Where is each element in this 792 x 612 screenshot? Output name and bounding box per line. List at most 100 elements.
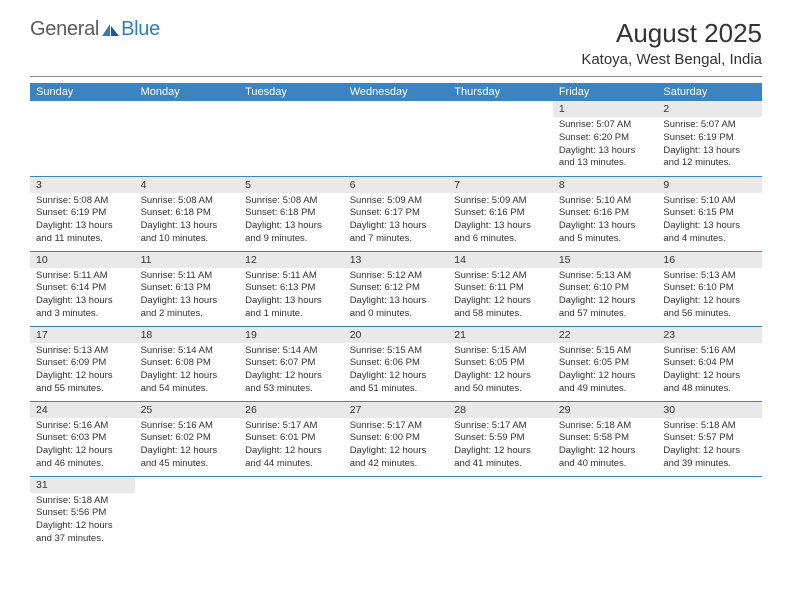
day-number: 21 — [448, 327, 553, 343]
day-number: 17 — [30, 327, 135, 343]
calendar-day-cell: 4 Sunrise: 5:08 AMSunset: 6:18 PMDaylight… — [135, 176, 240, 251]
day-details: Sunrise: 5:08 AMSunset: 6:18 PMDaylight:… — [141, 195, 234, 246]
calendar-day-cell: 6 Sunrise: 5:09 AMSunset: 6:17 PMDaylight… — [344, 176, 449, 251]
calendar-day-cell — [30, 101, 135, 176]
day-details: Sunrise: 5:12 AMSunset: 6:12 PMDaylight:… — [350, 270, 443, 321]
day-number: 7 — [448, 177, 553, 193]
location: Katoya, West Bengal, India — [581, 51, 762, 68]
calendar-week-row: 24Sunrise: 5:16 AMSunset: 6:03 PMDayligh… — [30, 401, 762, 476]
calendar-day-cell: 5 Sunrise: 5:08 AMSunset: 6:18 PMDaylight… — [239, 176, 344, 251]
calendar-day-cell: 27 Sunrise: 5:17 AMSunset: 6:00 PMDayligh… — [344, 401, 449, 476]
day-number: 9 — [657, 177, 762, 193]
calendar-day-cell: 29 Sunrise: 5:18 AMSunset: 5:58 PMDayligh… — [553, 401, 658, 476]
header-divider — [30, 76, 762, 77]
calendar-day-cell: 25Sunrise: 5:16 AMSunset: 6:02 PMDayligh… — [135, 401, 240, 476]
day-details: Sunrise: 5:15 AMSunset: 6:06 PMDaylight:… — [350, 345, 443, 396]
calendar-table: Sunday Monday Tuesday Wednesday Thursday… — [30, 83, 762, 551]
day-details: Sunrise: 5:18 AMSunset: 5:58 PMDaylight:… — [559, 420, 652, 471]
title-block: August 2025 Katoya, West Bengal, India — [581, 18, 762, 68]
day-details: Sunrise: 5:15 AMSunset: 6:05 PMDaylight:… — [559, 345, 652, 396]
calendar-day-cell: 31Sunrise: 5:18 AMSunset: 5:56 PMDayligh… — [30, 476, 135, 551]
calendar-day-cell: 21 Sunrise: 5:15 AMSunset: 6:05 PMDayligh… — [448, 326, 553, 401]
day-number: 4 — [135, 177, 240, 193]
calendar-day-cell: 24Sunrise: 5:16 AMSunset: 6:03 PMDayligh… — [30, 401, 135, 476]
header: General Blue August 2025 Katoya, West Be… — [0, 0, 792, 76]
day-number: 14 — [448, 252, 553, 268]
logo: General Blue — [30, 18, 160, 41]
day-details: Sunrise: 5:18 AMSunset: 5:56 PMDaylight:… — [36, 495, 129, 546]
weekday-header: Sunday — [30, 83, 135, 101]
day-details: Sunrise: 5:14 AMSunset: 6:08 PMDaylight:… — [141, 345, 234, 396]
calendar-day-cell: 11 Sunrise: 5:11 AMSunset: 6:13 PMDayligh… — [135, 251, 240, 326]
day-number: 29 — [553, 402, 658, 418]
day-details: Sunrise: 5:15 AMSunset: 6:05 PMDaylight:… — [454, 345, 547, 396]
calendar-day-cell: 19Sunrise: 5:14 AMSunset: 6:07 PMDayligh… — [239, 326, 344, 401]
day-details: Sunrise: 5:16 AMSunset: 6:02 PMDaylight:… — [141, 420, 234, 471]
day-details: Sunrise: 5:08 AMSunset: 6:18 PMDaylight:… — [245, 195, 338, 246]
weekday-header: Thursday — [448, 83, 553, 101]
day-number: 20 — [344, 327, 449, 343]
day-number: 10 — [30, 252, 135, 268]
day-number: 27 — [344, 402, 449, 418]
day-number: 13 — [344, 252, 449, 268]
day-number: 1 — [553, 101, 658, 117]
day-details: Sunrise: 5:11 AMSunset: 6:14 PMDaylight:… — [36, 270, 129, 321]
day-number: 23 — [657, 327, 762, 343]
calendar-day-cell: 22Sunrise: 5:15 AMSunset: 6:05 PMDayligh… — [553, 326, 658, 401]
calendar-day-cell: 7Sunrise: 5:09 AMSunset: 6:16 PMDaylight… — [448, 176, 553, 251]
day-details: Sunrise: 5:16 AMSunset: 6:04 PMDaylight:… — [663, 345, 756, 396]
day-number: 3 — [30, 177, 135, 193]
day-number: 26 — [239, 402, 344, 418]
calendar-day-cell: 3 Sunrise: 5:08 AMSunset: 6:19 PMDaylight… — [30, 176, 135, 251]
calendar-day-cell — [344, 476, 449, 551]
calendar-week-row: 17Sunrise: 5:13 AMSunset: 6:09 PMDayligh… — [30, 326, 762, 401]
day-details: Sunrise: 5:11 AMSunset: 6:13 PMDaylight:… — [141, 270, 234, 321]
day-number: 16 — [657, 252, 762, 268]
day-details: Sunrise: 5:17 AMSunset: 6:01 PMDaylight:… — [245, 420, 338, 471]
day-number: 15 — [553, 252, 658, 268]
day-details: Sunrise: 5:10 AMSunset: 6:15 PMDaylight:… — [663, 195, 756, 246]
calendar-day-cell — [239, 476, 344, 551]
day-details: Sunrise: 5:12 AMSunset: 6:11 PMDaylight:… — [454, 270, 547, 321]
calendar-day-cell: 26 Sunrise: 5:17 AMSunset: 6:01 PMDayligh… — [239, 401, 344, 476]
weekday-header: Saturday — [657, 83, 762, 101]
day-number: 11 — [135, 252, 240, 268]
calendar-day-cell: 17Sunrise: 5:13 AMSunset: 6:09 PMDayligh… — [30, 326, 135, 401]
calendar-day-cell: 9 Sunrise: 5:10 AMSunset: 6:15 PMDaylight… — [657, 176, 762, 251]
calendar-day-cell — [239, 101, 344, 176]
day-number: 2 — [657, 101, 762, 117]
calendar-week-row: 1 Sunrise: 5:07 AMSunset: 6:20 PMDaylight… — [30, 101, 762, 176]
calendar-day-cell — [657, 476, 762, 551]
day-details: Sunrise: 5:07 AMSunset: 6:19 PMDaylight:… — [663, 119, 756, 170]
month-title: August 2025 — [581, 18, 762, 49]
calendar-day-cell: 30Sunrise: 5:18 AMSunset: 5:57 PMDayligh… — [657, 401, 762, 476]
day-details: Sunrise: 5:11 AMSunset: 6:13 PMDaylight:… — [245, 270, 338, 321]
day-details: Sunrise: 5:09 AMSunset: 6:17 PMDaylight:… — [350, 195, 443, 246]
weekday-header: Friday — [553, 83, 658, 101]
calendar-day-cell: 13 Sunrise: 5:12 AMSunset: 6:12 PMDayligh… — [344, 251, 449, 326]
day-details: Sunrise: 5:13 AMSunset: 6:10 PMDaylight:… — [559, 270, 652, 321]
logo-text-blue: Blue — [121, 18, 160, 41]
calendar-day-cell: 23 Sunrise: 5:16 AMSunset: 6:04 PMDayligh… — [657, 326, 762, 401]
day-number: 28 — [448, 402, 553, 418]
day-details: Sunrise: 5:08 AMSunset: 6:19 PMDaylight:… — [36, 195, 129, 246]
calendar-week-row: 10 Sunrise: 5:11 AMSunset: 6:14 PMDayligh… — [30, 251, 762, 326]
day-details: Sunrise: 5:17 AMSunset: 6:00 PMDaylight:… — [350, 420, 443, 471]
calendar-day-cell — [344, 101, 449, 176]
day-details: Sunrise: 5:17 AMSunset: 5:59 PMDaylight:… — [454, 420, 547, 471]
calendar-day-cell: 8Sunrise: 5:10 AMSunset: 6:16 PMDaylight… — [553, 176, 658, 251]
weekday-header: Monday — [135, 83, 240, 101]
day-details: Sunrise: 5:10 AMSunset: 6:16 PMDaylight:… — [559, 195, 652, 246]
calendar-day-cell: 10 Sunrise: 5:11 AMSunset: 6:14 PMDayligh… — [30, 251, 135, 326]
logo-text-general: General — [30, 18, 99, 41]
day-details: Sunrise: 5:07 AMSunset: 6:20 PMDaylight:… — [559, 119, 652, 170]
day-number: 5 — [239, 177, 344, 193]
weekday-header-row: Sunday Monday Tuesday Wednesday Thursday… — [30, 83, 762, 101]
day-details: Sunrise: 5:18 AMSunset: 5:57 PMDaylight:… — [663, 420, 756, 471]
day-number: 18 — [135, 327, 240, 343]
day-number: 6 — [344, 177, 449, 193]
day-number: 19 — [239, 327, 344, 343]
calendar-day-cell — [135, 476, 240, 551]
calendar-day-cell: 12Sunrise: 5:11 AMSunset: 6:13 PMDayligh… — [239, 251, 344, 326]
calendar-week-row: 3 Sunrise: 5:08 AMSunset: 6:19 PMDaylight… — [30, 176, 762, 251]
